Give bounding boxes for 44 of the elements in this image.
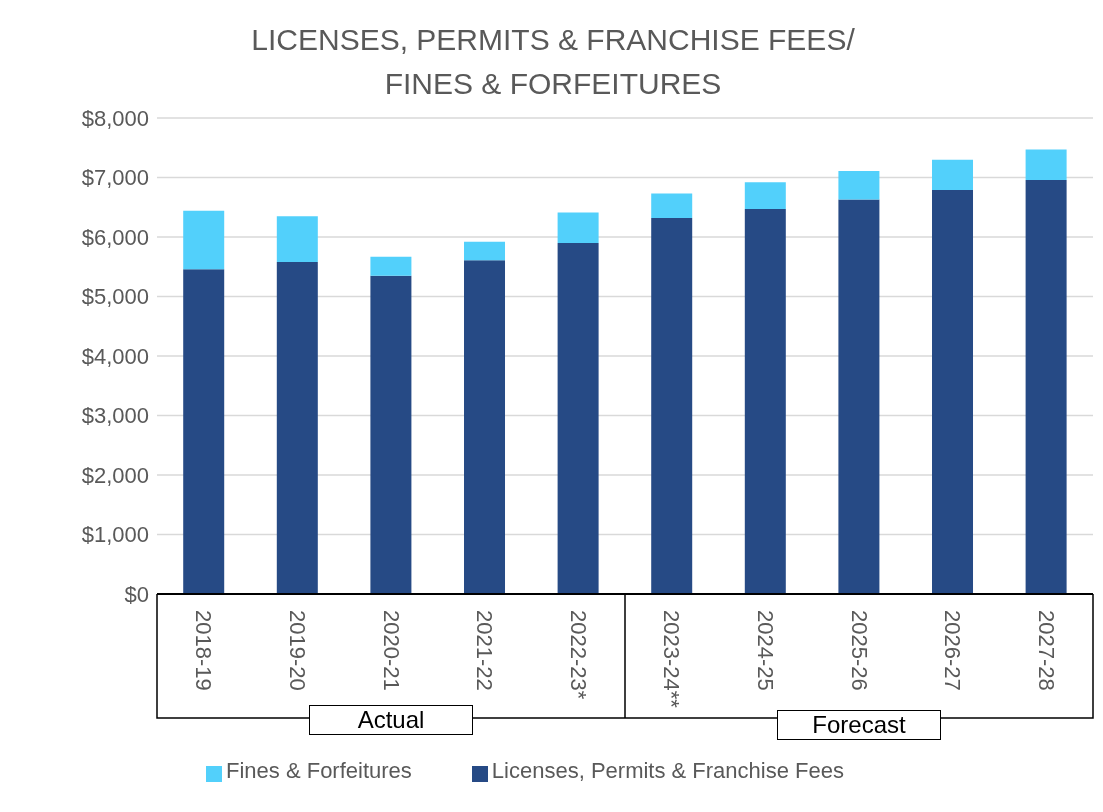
bar [370,275,412,594]
x-tick-label: 2027-28 [1033,610,1059,691]
x-tick-label: 2024-25 [752,610,778,691]
bar [183,210,225,270]
bar [838,170,880,200]
bar [183,269,225,594]
y-tick-label: $5,000 [81,284,149,310]
y-tick-label: $8,000 [81,105,149,131]
x-tick-label: 2022-23* [565,610,591,700]
x-tick-label: 2018-19 [191,610,217,691]
legend-label: Licenses, Permits & Franchise Fees [491,758,844,783]
bar [557,242,599,594]
x-tick-label: 2019-20 [284,610,310,691]
chart-title: LICENSES, PERMITS & FRANCHISE FEES/ FINES & FORFEITURES [250,22,856,102]
text: Forecast [777,710,941,740]
y-tick-label: $6,000 [81,224,149,250]
y-tick-label: $4,000 [81,343,149,369]
bar [744,182,786,210]
y-tick-label: $0 [124,581,149,607]
bar [276,261,318,594]
bar [557,212,599,243]
x-tick-label: 2020-21 [378,610,404,691]
text: Actual [309,705,473,735]
bar [932,190,974,594]
bar [651,193,693,218]
bar [651,217,693,594]
x-tick-label: 2023-24** [659,610,685,709]
bar [744,209,786,594]
bar [932,159,974,190]
x-tick-label: 2025-26 [846,610,872,691]
x-tick-label: 2021-22 [472,610,498,691]
y-tick-label: $2,000 [81,462,149,488]
bar [464,260,506,594]
bar [370,256,412,276]
bar [838,199,880,594]
x-tick-label: 2026-27 [940,610,966,691]
bar [1025,149,1067,180]
bar [1025,179,1067,594]
bar [276,216,318,262]
y-tick-label: $3,000 [81,403,149,429]
legend-label: Fines & Forfeitures [226,758,412,783]
bar [464,241,506,261]
y-tick-label: $1,000 [81,522,149,548]
y-tick-label: $7,000 [81,165,149,191]
